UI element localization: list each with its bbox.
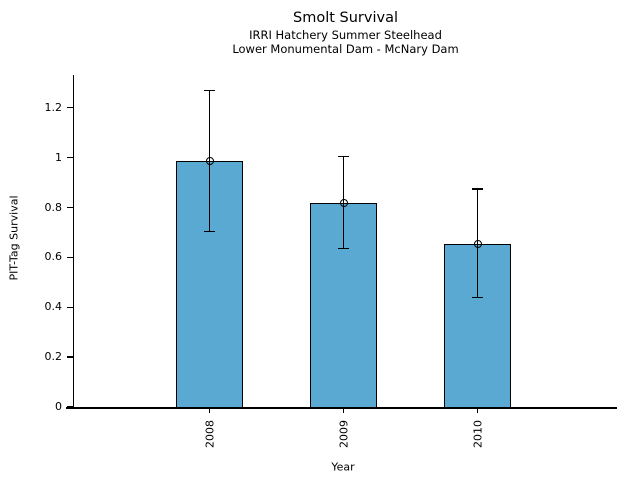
y-tick-label: 0.8	[44, 200, 63, 214]
x-tick-mark	[208, 408, 211, 413]
error-bar-cap-top	[204, 89, 215, 92]
y-tick-mark	[66, 107, 74, 109]
error-bar-cap-bottom	[338, 247, 349, 250]
y-tick-label: 0.2	[44, 350, 63, 364]
chart-subtitle-1: IRRI Hatchery Summer Steelhead	[249, 28, 442, 43]
x-tick-mark	[342, 408, 345, 413]
y-tick-label: 1.2	[44, 100, 63, 114]
y-tick-label: 0	[55, 400, 62, 413]
y-tick-mark	[66, 406, 74, 408]
y-axis-title: PIT-Tag Survival	[7, 195, 21, 281]
y-tick-mark	[66, 157, 74, 159]
error-bar-cap-bottom	[472, 296, 483, 298]
x-tick-label: 2008	[203, 420, 216, 448]
y-tick-label: 1	[55, 150, 62, 164]
chart-subtitle-2: Lower Monumental Dam - McNary Dam	[232, 42, 459, 57]
chart-title: Smolt Survival	[293, 10, 398, 26]
error-bar-cap-bottom	[204, 230, 215, 232]
error-bar-cap-top	[472, 188, 483, 190]
chart-header: Smolt Survival IRRI Hatchery Summer Stee…	[74, 10, 617, 57]
x-tick-mark	[476, 408, 479, 413]
y-tick-label: 0.6	[44, 250, 63, 264]
point-marker	[205, 157, 214, 166]
y-tick-mark	[66, 306, 74, 308]
y-axis-spine	[73, 75, 75, 408]
x-tick-label: 2010	[471, 420, 484, 448]
y-tick-mark	[66, 206, 74, 209]
point-marker	[339, 198, 348, 207]
x-tick-label: 2009	[337, 420, 350, 448]
y-tick-mark	[66, 256, 74, 259]
x-axis-spine	[66, 407, 617, 409]
point-marker	[473, 239, 482, 248]
x-axis-title: Year	[331, 460, 355, 474]
y-tick-label: 0.4	[44, 300, 63, 314]
error-bar-cap-top	[338, 155, 349, 158]
y-tick-mark	[66, 356, 74, 358]
